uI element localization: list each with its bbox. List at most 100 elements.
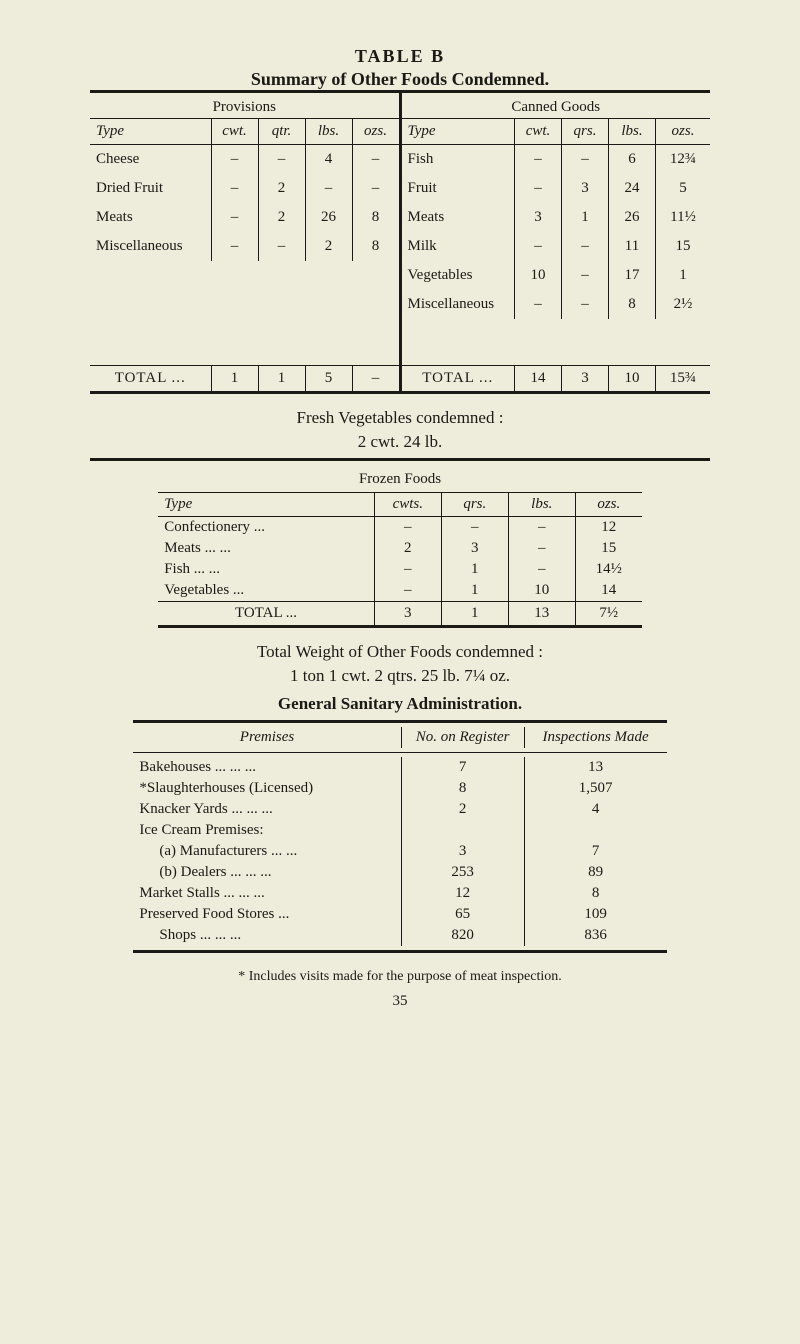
col-header: No. on Register <box>401 727 524 748</box>
data-cell: – <box>508 517 575 538</box>
total-cell: 15¾ <box>655 366 710 391</box>
data-cell: 1 <box>655 261 710 290</box>
col-header: lbs. <box>305 119 352 144</box>
total-label: TOTAL ... <box>158 602 374 625</box>
data-cell: 1,507 <box>524 778 667 799</box>
col-header: Type <box>90 119 211 144</box>
total-weight-line1: Total Weight of Other Foods condemned : <box>90 642 710 662</box>
data-cell: 1 <box>441 559 508 580</box>
frozen-foods-table: Type cwts. qrs. lbs. ozs. Confectionery … <box>158 492 642 628</box>
type-cell: Dried Fruit <box>90 174 211 203</box>
table-row: Dried Fruit–2–– <box>90 174 399 203</box>
general-sanitary-heading: General Sanitary Administration. <box>90 694 710 714</box>
col-header: cwt. <box>211 119 258 144</box>
col-header: lbs. <box>508 493 575 516</box>
data-cell <box>401 820 524 841</box>
data-cell: 13 <box>524 757 667 778</box>
data-cell: 11 <box>608 232 655 261</box>
type-cell: Vegetables <box>402 261 515 290</box>
premises-cell: Bakehouses ... ... ... <box>133 757 400 778</box>
provisions-heading: Provisions <box>90 93 399 118</box>
provisions-total-row: TOTAL ... 1 1 5 – <box>90 365 399 391</box>
data-cell: 3 <box>441 538 508 559</box>
data-cell: 3 <box>561 174 608 203</box>
total-label: TOTAL ... <box>402 366 515 391</box>
data-cell: 109 <box>524 904 667 925</box>
table-row: Shops ... ... ...820836 <box>133 925 666 946</box>
total-cell: – <box>352 366 399 391</box>
data-cell: 2½ <box>655 290 710 319</box>
data-cell: – <box>211 232 258 261</box>
type-cell: Cheese <box>90 145 211 174</box>
data-cell: – <box>514 145 561 174</box>
data-cell: 7 <box>524 841 667 862</box>
fresh-veg-line2: 2 cwt. 24 lb. <box>90 432 710 452</box>
type-cell: Confectionery ... <box>158 517 374 538</box>
table-row: Bakehouses ... ... ...713 <box>133 757 666 778</box>
frozen-total-row: TOTAL ... 3 1 13 7½ <box>158 601 642 628</box>
type-cell: Milk <box>402 232 515 261</box>
data-cell: – <box>374 559 441 580</box>
table-row: (a) Manufacturers ... ...37 <box>133 841 666 862</box>
table-row: Ice Cream Premises: <box>133 820 666 841</box>
col-header: cwt. <box>514 119 561 144</box>
data-cell: 15 <box>655 232 710 261</box>
footnote: * Includes visits made for the purpose o… <box>90 969 710 985</box>
total-cell: 1 <box>441 602 508 625</box>
data-cell: 1 <box>561 203 608 232</box>
canned-header-row: Type cwt. qrs. lbs. ozs. <box>402 118 711 145</box>
data-cell: – <box>508 559 575 580</box>
data-cell <box>524 820 667 841</box>
data-cell: 4 <box>305 145 352 174</box>
premises-cell: Preserved Food Stores ... <box>133 904 400 925</box>
type-cell: Miscellaneous <box>402 290 515 319</box>
table-row: Confectionery ...–––12 <box>158 517 642 538</box>
total-label: TOTAL ... <box>90 366 211 391</box>
total-cell: 1 <box>258 366 305 391</box>
data-cell: 2 <box>401 799 524 820</box>
data-cell: 10 <box>514 261 561 290</box>
col-header: ozs. <box>575 493 642 516</box>
type-cell: Meats <box>402 203 515 232</box>
table-row: Fruit–3245 <box>402 174 711 203</box>
provisions-header-row: Type cwt. qtr. lbs. ozs. <box>90 118 399 145</box>
type-cell: Meats <box>90 203 211 232</box>
data-cell: 89 <box>524 862 667 883</box>
col-header: qrs. <box>561 119 608 144</box>
total-cell: 7½ <box>575 602 642 625</box>
table-row: Miscellaneous––82½ <box>402 290 711 319</box>
table-provisions-canned: Provisions Type cwt. qtr. lbs. ozs. Chee… <box>90 90 710 394</box>
total-weight-line2: 1 ton 1 cwt. 2 qtrs. 25 lb. 7¼ oz. <box>90 666 710 686</box>
table-row: Preserved Food Stores ...65109 <box>133 904 666 925</box>
table-row: (b) Dealers ... ... ...25389 <box>133 862 666 883</box>
data-cell: – <box>352 145 399 174</box>
data-cell: 26 <box>305 203 352 232</box>
data-cell: 8 <box>401 778 524 799</box>
table-row: Meats ... ...23–15 <box>158 538 642 559</box>
data-cell: 2 <box>305 232 352 261</box>
table-row: Knacker Yards ... ... ...24 <box>133 799 666 820</box>
table-row: Cheese––4– <box>90 145 399 174</box>
data-cell: – <box>561 145 608 174</box>
table-row: Market Stalls ... ... ...128 <box>133 883 666 904</box>
data-cell: – <box>258 145 305 174</box>
fresh-veg-line1: Fresh Vegetables condemned : <box>90 408 710 428</box>
col-header: ozs. <box>352 119 399 144</box>
data-cell: 15 <box>575 538 642 559</box>
data-cell: 3 <box>514 203 561 232</box>
table-row: Fish ... ...–1–14½ <box>158 559 642 580</box>
data-cell: – <box>374 580 441 601</box>
type-cell: Fish <box>402 145 515 174</box>
data-cell: 836 <box>524 925 667 946</box>
data-cell: 7 <box>401 757 524 778</box>
data-cell: 2 <box>258 174 305 203</box>
data-cell: 4 <box>524 799 667 820</box>
data-cell: 8 <box>608 290 655 319</box>
col-header: ozs. <box>655 119 710 144</box>
table-row: Fish––612¾ <box>402 145 711 174</box>
total-cell: 3 <box>374 602 441 625</box>
provisions-pane: Provisions Type cwt. qtr. lbs. ozs. Chee… <box>90 93 402 391</box>
table-b-title: TABLE B <box>90 46 710 67</box>
table-row: Vegetables10–171 <box>402 261 711 290</box>
col-header: Type <box>402 119 515 144</box>
